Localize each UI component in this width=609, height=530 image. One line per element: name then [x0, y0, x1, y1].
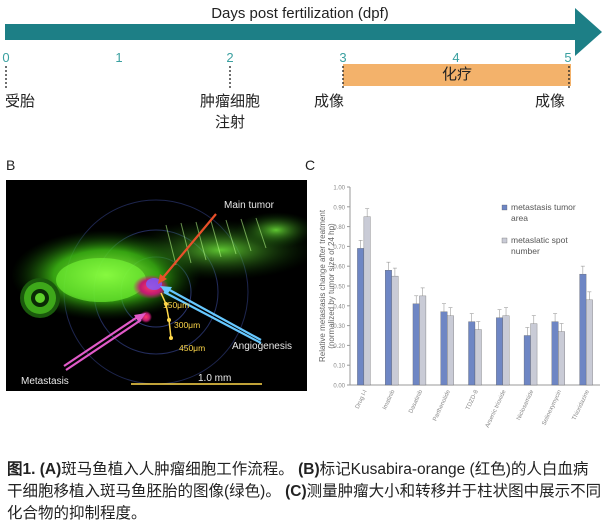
- y-axis-label-line2: (normalized by tumor size of 24 hp): [327, 223, 336, 349]
- x-tick-label: Arsenic trioxide: [485, 389, 508, 429]
- y-tick-label: 0.40: [333, 304, 345, 310]
- zebrafish-illustration: [11, 199, 307, 385]
- caption-b-text: 标记Kusabira-orange (红色)的人白血病干细胞移植入斑马鱼胚胎的图…: [7, 461, 589, 500]
- bar-area-7: [551, 321, 559, 386]
- x-tick-label: Thioridazine: [572, 389, 592, 422]
- caption-a-label: (A): [39, 461, 62, 478]
- bar-spot-1: [391, 275, 399, 386]
- bar-spot-6: [530, 323, 538, 386]
- zebrafish-fluorescence-image: Main tumor Angiogenesis Metastasis 1.0 m…: [6, 180, 307, 391]
- day-1-tick: 1: [115, 50, 123, 65]
- bar-area-8: [579, 273, 587, 386]
- fertilization-label: 受胎: [4, 93, 35, 110]
- timeline-graphic: [5, 8, 602, 90]
- figure-caption: 图1. (A)斑马鱼植入人肿瘤细胞工作流程。 (B)标记Kusabira-ora…: [7, 459, 603, 525]
- x-tick-label: Imatinib: [382, 389, 397, 411]
- bar-spot-0: [363, 216, 371, 386]
- y-axis-label-line1: Relative metastasis change after treatme…: [318, 209, 327, 362]
- timeline-arrow: [5, 8, 602, 56]
- distance-150-label: 150μm: [163, 300, 190, 310]
- legend-swatch-1: [501, 237, 508, 244]
- x-tick-label: Drug I-I: [355, 389, 369, 410]
- caption-b-label: (B): [298, 461, 320, 478]
- bar-area-2: [412, 303, 420, 386]
- legend-label-1-cont: number: [511, 246, 540, 256]
- day-0-tick: 0: [2, 50, 10, 65]
- y-tick-label: 0.90: [333, 205, 345, 211]
- chemo-label: 化疗: [441, 66, 472, 83]
- x-tick-label: Dasatinib: [408, 389, 424, 415]
- bar-spot-5: [502, 315, 510, 386]
- bar-area-6: [523, 335, 531, 386]
- y-tick-label: 0.00: [333, 384, 345, 390]
- day-4-tick: 4: [452, 50, 460, 65]
- panel-c-letter: C: [305, 157, 316, 173]
- x-tick-label: TDZD-8: [465, 389, 480, 411]
- chemo-highlight-bar: [343, 64, 571, 86]
- legend-swatch-0: [501, 204, 508, 211]
- bar-area-5: [496, 317, 503, 386]
- y-axis-label: Relative metastasis change after treatme…: [318, 209, 336, 362]
- angiogenesis-label: Angiogenesis: [232, 341, 293, 352]
- caption-c-text: 测量肿瘤大小和转移并于柱状图中展示不同化合物的抑制程度。: [7, 483, 602, 522]
- caption-a-text: 斑马鱼植入人肿瘤细胞工作流程。: [61, 461, 294, 478]
- y-tick-label: 0.50: [333, 285, 345, 291]
- day-2-tick: 2: [226, 50, 234, 65]
- main-tumor-label: Main tumor: [224, 200, 275, 211]
- y-tick-label: 0.30: [333, 324, 345, 330]
- caption-figure-label: 图1.: [7, 461, 36, 478]
- injection-label-line2: 注射: [214, 114, 245, 131]
- day-3-tick: 3: [339, 50, 347, 65]
- bar-spot-3: [447, 315, 454, 386]
- legend-label-0: metastasis tumor: [511, 202, 576, 212]
- y-tick-label: 1.00: [333, 186, 345, 192]
- x-tick-label: Parthenolide: [432, 389, 452, 423]
- imaging-label-day5: 成像: [534, 93, 565, 110]
- metastasis-label: Metastasis: [21, 376, 69, 387]
- bar-spot-8: [585, 299, 593, 386]
- bar-spot-4: [474, 329, 482, 386]
- bar-spot-2: [419, 295, 427, 386]
- timeline-title: Days post fertilization (dpf): [211, 5, 389, 22]
- bar-area-3: [440, 311, 448, 386]
- bar-area-4: [468, 321, 476, 386]
- imaging-label-day3: 成像: [313, 93, 344, 110]
- legend-label-1: metaslatic spot: [511, 235, 568, 245]
- bar-area-1: [385, 270, 392, 386]
- panel-b-letter: B: [6, 157, 16, 173]
- scale-bar-label: 1.0 mm: [198, 373, 232, 384]
- distance-450-label: 450μm: [179, 343, 206, 353]
- y-tick-label: 0.60: [333, 265, 345, 271]
- y-tick-label: 0.20: [333, 344, 345, 350]
- day-5-tick: 5: [564, 50, 572, 65]
- metastasis-bar-chart: 0.00 0.10 0.20 0.30 0.40 0.50 0.60 0.70 0.80 0.90…: [318, 186, 600, 429]
- y-tick-label: 0.70: [333, 245, 345, 251]
- caption-c-label: (C): [285, 483, 307, 500]
- distance-300-label: 300μm: [174, 320, 201, 330]
- bar-spot-7: [558, 331, 565, 386]
- injection-label-line1: 肿瘤细胞: [199, 93, 260, 110]
- y-tick-label: 0.10: [333, 364, 345, 370]
- y-tick-label: 0.80: [333, 225, 345, 231]
- x-tick-label: Niclosamide: [516, 389, 536, 422]
- legend-label-0-cont: area: [511, 213, 528, 223]
- x-tick-label: Selinexymycin: [541, 389, 563, 426]
- bar-area-0: [357, 248, 365, 386]
